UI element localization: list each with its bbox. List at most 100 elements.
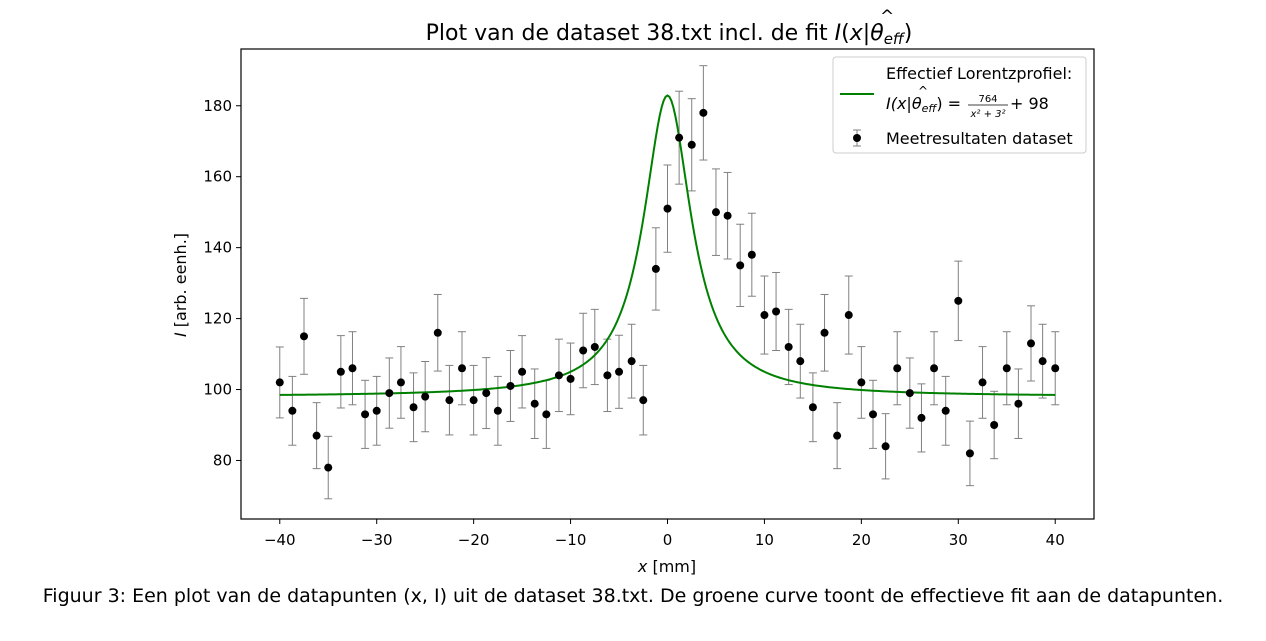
legend-formula-sub: eff [922, 102, 938, 115]
title-math-x: x [849, 21, 864, 46]
x-axis-label-unit: [mm] [647, 557, 696, 576]
title-math-bar: | [863, 21, 870, 46]
x-tick-label: 0 [663, 531, 673, 549]
data-point [1026, 339, 1035, 348]
legend: Effectief Lorentzprofiel: I(x|θeff) = ^ … [832, 56, 1087, 154]
x-tick-label: −20 [458, 531, 490, 549]
legend-formula-denominator: x² + 3² [969, 109, 1005, 120]
data-point [954, 296, 963, 305]
y-axis-label-var: I [171, 332, 190, 337]
y-tick-label: 100 [203, 381, 232, 399]
data-point [482, 389, 491, 398]
chart-title-prefix: Plot van de dataset 38.txt incl. de fit [426, 21, 835, 46]
data-point [506, 381, 515, 390]
x-tick-label: −40 [264, 531, 296, 549]
data-point [687, 140, 696, 149]
data-point [324, 463, 333, 472]
data-point [978, 378, 987, 387]
data-point [833, 431, 842, 440]
data-point [893, 364, 902, 373]
data-point [784, 342, 793, 351]
axis-ticks: −40 −30 −20 −10 0 10 20 30 40 80 100 120 140 160 180 [203, 97, 1064, 549]
data-point [699, 108, 708, 117]
data-point [930, 364, 939, 373]
data-point [409, 403, 418, 412]
title-math-I: I [835, 21, 842, 46]
y-tick-label: 160 [203, 168, 232, 186]
data-point [518, 367, 527, 376]
data-point [300, 332, 309, 341]
data-point [590, 342, 599, 351]
x-tick-label: 30 [949, 531, 968, 549]
data-point [396, 378, 405, 387]
data-point [917, 413, 926, 422]
y-tick-label: 140 [203, 239, 232, 257]
data-point [627, 357, 636, 366]
data-point [905, 389, 914, 398]
data-point [615, 367, 624, 376]
data-point [336, 367, 345, 376]
data-point [796, 357, 805, 366]
data-point [736, 261, 745, 270]
title-math-close: ) [904, 21, 913, 46]
figure-caption: Figuur 3: Een plot van de datapunten (x,… [42, 585, 1224, 607]
fit-curve [279, 94, 1056, 396]
chart-title: Plot van de dataset 38.txt incl. de fit … [426, 21, 913, 48]
legend-data-label: Meetresultaten dataset [886, 129, 1073, 148]
x-tick-label: −10 [555, 531, 587, 549]
data-point [857, 378, 866, 387]
legend-fit-title: Effectief Lorentzprofiel: [886, 64, 1072, 83]
data-point [651, 264, 660, 273]
x-tick-label: 20 [852, 531, 871, 549]
data-point [493, 406, 502, 415]
x-axis-label-var: x [637, 557, 648, 576]
y-tick-label: 120 [203, 310, 232, 328]
data-point [372, 406, 381, 415]
legend-formula-close: ) [936, 94, 942, 113]
data-point [530, 399, 539, 408]
legend-formula-tail: + 98 [1010, 94, 1049, 113]
data-point [990, 421, 999, 429]
data-point [288, 406, 297, 415]
data-point [675, 133, 684, 142]
legend-formula-numerator: 764 [978, 94, 997, 105]
legend-formula-eq: = [943, 94, 962, 113]
data-point [361, 410, 370, 419]
title-theta-hat: ^ [880, 7, 894, 27]
data-point [579, 346, 588, 355]
legend-theta-hat: ^ [918, 84, 928, 98]
data-point [965, 449, 974, 458]
data-point [566, 374, 575, 383]
data-point [348, 364, 357, 373]
y-axis-label-unit: [arb. eenh.] [171, 233, 190, 332]
data-points [275, 108, 1060, 472]
data-point [723, 211, 732, 220]
x-tick-label: −30 [361, 531, 393, 549]
data-point [603, 371, 612, 380]
data-point [808, 403, 817, 412]
lorentz-fit-chart: Plot van de dataset 38.txt incl. de fit … [171, 7, 1095, 576]
data-point [868, 410, 877, 419]
data-point [554, 371, 563, 380]
data-point [421, 392, 430, 401]
x-tick-label: 40 [1046, 531, 1065, 549]
data-point [385, 389, 394, 398]
legend-formula-lhs: I(x|θ [886, 94, 922, 113]
data-point [458, 364, 467, 373]
title-math-theta: θ [870, 21, 884, 46]
data-point [312, 431, 321, 440]
data-point [1038, 357, 1047, 366]
data-point [881, 442, 890, 451]
y-axis-label: I [arb. eenh.] [171, 233, 190, 337]
data-point [469, 396, 478, 405]
legend-data-marker [853, 134, 861, 142]
legend-box [832, 56, 1087, 154]
data-point [941, 406, 950, 415]
y-tick-label: 80 [213, 451, 232, 469]
data-point [639, 396, 648, 405]
data-point [747, 250, 756, 259]
data-point [844, 311, 853, 320]
x-axis-label: x [mm] [637, 557, 696, 576]
data-point [711, 208, 720, 217]
data-point [760, 311, 769, 320]
